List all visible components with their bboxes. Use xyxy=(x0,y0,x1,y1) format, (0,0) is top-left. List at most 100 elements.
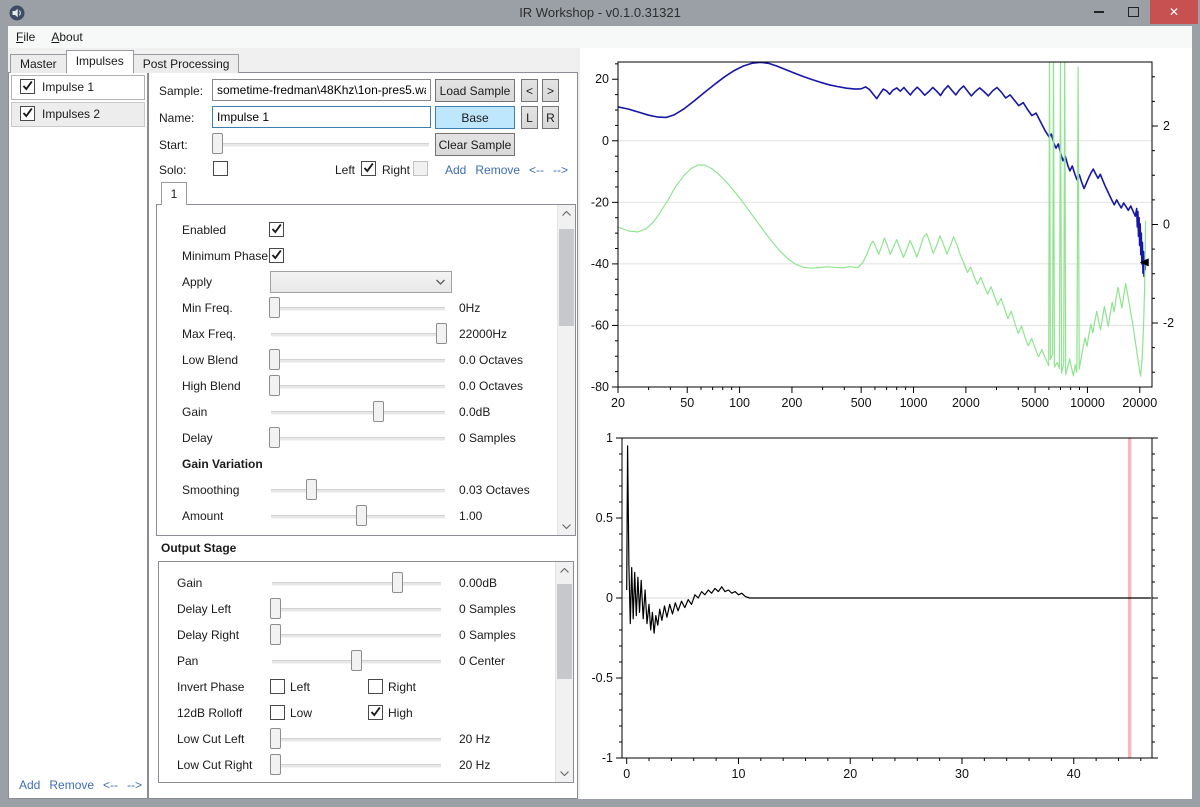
impulse-waveform-chart[interactable]: 10.50-0.5-1010203040 xyxy=(580,426,1192,799)
svg-text:20000: 20000 xyxy=(1122,396,1157,410)
invert-phase-left-checkbox[interactable] xyxy=(270,679,285,694)
apply-dropdown[interactable] xyxy=(270,271,452,293)
menu-item-file[interactable]: File xyxy=(8,26,43,48)
titlebar[interactable]: IR Workshop - v0.1.0.31321 ✕ xyxy=(0,0,1200,26)
delay-slider-groove xyxy=(271,437,445,441)
load-sample-button[interactable]: Load Sample xyxy=(435,79,515,102)
move-tab-right-link[interactable]: --> xyxy=(553,163,568,177)
minimum-phase-checkbox[interactable] xyxy=(269,248,284,263)
12db-rolloff-low-checkbox[interactable] xyxy=(270,705,285,720)
sidebar-item-impulses-2[interactable]: Impulses 2 xyxy=(11,102,145,127)
amount-label: Amount xyxy=(182,509,223,523)
output-scrollbar-thumb[interactable] xyxy=(557,584,572,679)
smoothing-slider[interactable] xyxy=(269,479,447,501)
low-cut-right-slider-thumb[interactable] xyxy=(270,754,281,775)
scroll-up-icon[interactable] xyxy=(556,562,573,579)
remove-impulse-link[interactable]: Remove xyxy=(49,778,94,792)
invert-phase-right-checkbox[interactable] xyxy=(368,679,383,694)
gain-slider-thumb[interactable] xyxy=(373,401,384,422)
min-freq-slider[interactable] xyxy=(269,297,447,319)
max-freq-slider[interactable] xyxy=(269,323,447,345)
pan-slider-thumb[interactable] xyxy=(351,650,362,671)
move-tab-left-link[interactable]: <-- xyxy=(529,163,544,177)
impulse-name-input[interactable] xyxy=(212,106,431,128)
low-cut-left-slider-thumb[interactable] xyxy=(270,728,281,749)
param-row-low-blend: Low Blend0.0 Octaves xyxy=(157,347,558,373)
gain-slider-thumb[interactable] xyxy=(392,572,403,593)
add-tab-link[interactable]: Add xyxy=(445,163,466,177)
low-blend-label: Low Blend xyxy=(182,353,238,367)
enabled-checkbox[interactable] xyxy=(269,222,284,237)
smoothing-slider-thumb[interactable] xyxy=(306,479,317,500)
svg-text:-40: -40 xyxy=(591,257,609,271)
low-cut-left-slider[interactable] xyxy=(270,728,443,750)
max-freq-label: Max Freq. xyxy=(182,327,236,341)
start-slider[interactable] xyxy=(212,133,431,155)
delay-left-slider[interactable] xyxy=(270,598,443,620)
close-button[interactable]: ✕ xyxy=(1150,0,1198,24)
high-blend-slider-thumb[interactable] xyxy=(269,375,280,396)
pan-label: Pan xyxy=(177,654,198,668)
sidebar-item-impulse-1[interactable]: Impulse 1 xyxy=(11,75,145,100)
scroll-up-icon[interactable] xyxy=(558,205,575,222)
tab-post-processing[interactable]: Post Processing xyxy=(133,54,240,73)
delay-left-slider-thumb[interactable] xyxy=(270,598,281,619)
sample-path-input[interactable] xyxy=(212,79,431,101)
sidebar-item-label: Impulses 2 xyxy=(42,107,100,121)
maximize-button[interactable] xyxy=(1116,0,1150,24)
add-impulse-link[interactable]: Add xyxy=(19,778,40,792)
left-channel-button[interactable]: L xyxy=(521,106,538,129)
move-right-link[interactable]: --> xyxy=(127,778,142,792)
12db-rolloff-high-checkbox[interactable] xyxy=(368,705,383,720)
low-blend-slider-thumb[interactable] xyxy=(269,349,280,370)
pan-slider[interactable] xyxy=(270,650,443,672)
right-channel-button[interactable]: R xyxy=(542,106,559,129)
delay-right-slider-thumb[interactable] xyxy=(270,624,281,645)
left-enable-checkbox[interactable] xyxy=(361,161,376,176)
sub-tab-1[interactable]: 1 xyxy=(161,182,187,205)
client-area: FileAbout MasterImpulsesPost Processing … xyxy=(8,26,1192,799)
sidebar-item-checkbox[interactable] xyxy=(20,106,35,121)
low-cut-right-slider-groove xyxy=(272,764,441,768)
amount-slider-thumb[interactable] xyxy=(356,505,367,526)
next-sample-button[interactable]: > xyxy=(542,79,559,102)
params-scrollbar[interactable] xyxy=(557,205,575,535)
tab-master[interactable]: Master xyxy=(10,54,67,73)
low-cut-right-slider[interactable] xyxy=(270,754,443,776)
impulse-params-panel: EnabledMinimum PhaseApplyMin Freq.0HzMax… xyxy=(156,204,576,536)
start-slider-thumb[interactable] xyxy=(212,133,223,154)
tab-impulses[interactable]: Impulses xyxy=(66,50,134,73)
sidebar-item-checkbox[interactable] xyxy=(20,79,35,94)
clear-sample-button[interactable]: Clear Sample xyxy=(435,133,515,156)
gain-slider-groove xyxy=(271,411,445,415)
solo-checkbox[interactable] xyxy=(213,161,228,176)
scroll-down-icon[interactable] xyxy=(558,518,575,535)
invert-phase-label: Invert Phase xyxy=(177,680,244,694)
minimize-button[interactable] xyxy=(1082,0,1116,24)
move-left-link[interactable]: <-- xyxy=(103,778,118,792)
svg-text:10: 10 xyxy=(732,767,746,781)
params-scrollbar-thumb[interactable] xyxy=(559,229,574,326)
check-icon xyxy=(361,160,376,175)
remove-tab-link[interactable]: Remove xyxy=(475,163,520,177)
delay-slider[interactable] xyxy=(269,427,447,449)
right-enable-checkbox[interactable] xyxy=(413,161,428,176)
frequency-response-chart[interactable]: 200-20-40-60-8020-2205010020050010002000… xyxy=(580,48,1192,422)
gain-slider[interactable] xyxy=(270,572,443,594)
gain-slider[interactable] xyxy=(269,401,447,423)
prev-sample-button[interactable]: < xyxy=(521,79,538,102)
amount-slider[interactable] xyxy=(269,505,447,527)
menu-item-about[interactable]: About xyxy=(43,26,90,48)
delay-right-slider[interactable] xyxy=(270,624,443,646)
delay-slider-thumb[interactable] xyxy=(269,427,280,448)
high-blend-slider[interactable] xyxy=(269,375,447,397)
scroll-down-icon[interactable] xyxy=(556,765,573,782)
min-freq-slider-thumb[interactable] xyxy=(269,297,280,318)
minimize-icon xyxy=(1094,11,1104,13)
max-freq-slider-thumb[interactable] xyxy=(436,323,447,344)
svg-text:2000: 2000 xyxy=(952,396,980,410)
12db-rolloff-label: 12dB Rolloff xyxy=(177,706,242,720)
low-blend-slider[interactable] xyxy=(269,349,447,371)
output-scrollbar[interactable] xyxy=(555,562,573,782)
base-button[interactable]: Base xyxy=(435,106,515,129)
